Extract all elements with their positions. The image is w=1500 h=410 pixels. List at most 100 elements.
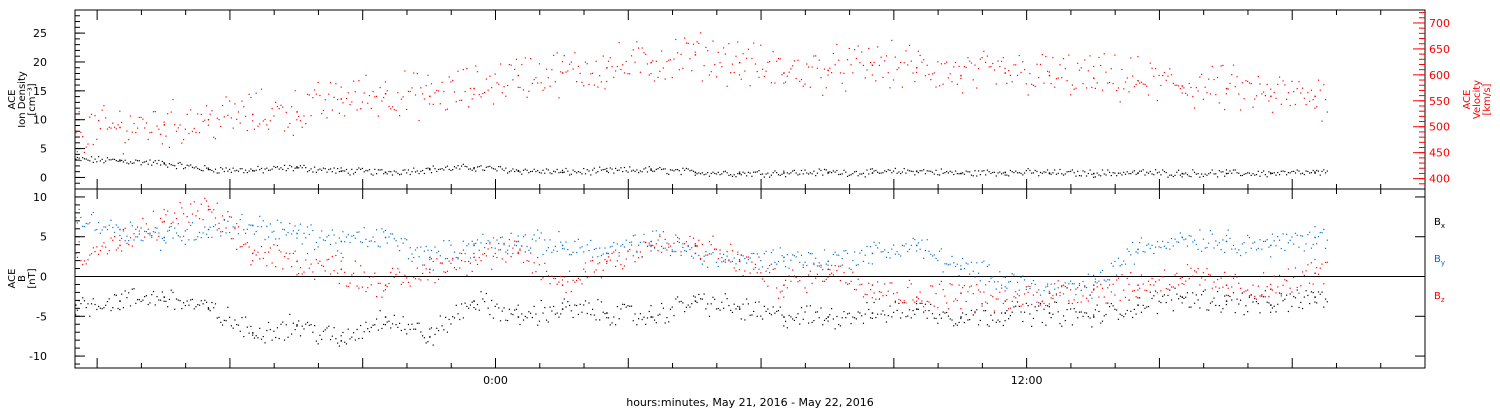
data-point: [754, 266, 757, 269]
data-point: [986, 324, 989, 326]
data-point: [1043, 302, 1045, 304]
data-point: [746, 262, 748, 264]
data-point: [694, 252, 697, 255]
data-point: [786, 75, 788, 77]
data-point: [590, 239, 592, 242]
data-point: [1153, 252, 1155, 255]
data-point: [1032, 294, 1035, 296]
data-point: [721, 261, 723, 263]
data-point: [917, 298, 919, 300]
data-point: [411, 260, 413, 262]
data-point: [197, 236, 199, 238]
data-point: [639, 170, 641, 172]
data-point: [1009, 307, 1012, 309]
data-point: [1023, 172, 1026, 174]
data-point: [1116, 309, 1118, 311]
data-point: [738, 74, 741, 76]
data-point: [1176, 241, 1178, 243]
data-point: [708, 315, 711, 317]
data-point: [854, 49, 856, 51]
data-point: [784, 266, 787, 268]
data-point: [172, 98, 174, 101]
data-point: [1206, 309, 1208, 311]
data-point: [234, 226, 236, 228]
data-point: [942, 172, 944, 174]
data-point: [211, 236, 213, 238]
data-point: [846, 175, 849, 178]
data-point: [951, 319, 953, 321]
data-point: [1048, 74, 1051, 77]
data-point: [390, 233, 392, 235]
data-point: [416, 247, 418, 249]
data-point: [1215, 304, 1217, 307]
data-point: [305, 323, 307, 325]
data-point: [915, 296, 918, 298]
data-point: [1229, 237, 1231, 240]
data-point: [749, 257, 751, 259]
data-point: [1326, 301, 1328, 303]
data-point: [457, 257, 459, 259]
data-point: [152, 161, 155, 163]
data-point: [395, 109, 397, 111]
data-point: [634, 261, 636, 263]
data-point: [861, 283, 863, 285]
data-point: [542, 89, 544, 91]
data-point: [956, 173, 958, 175]
data-point: [352, 235, 355, 237]
data-point: [1289, 293, 1291, 295]
data-point: [197, 167, 199, 170]
data-point: [659, 234, 661, 236]
data-point: [248, 332, 250, 334]
data-point: [161, 143, 163, 145]
data-point: [425, 342, 427, 344]
data-point: [129, 221, 132, 223]
data-point: [1284, 298, 1286, 300]
data-point: [306, 226, 309, 228]
data-point: [1301, 172, 1304, 174]
data-point: [1025, 302, 1027, 304]
data-point: [517, 235, 519, 237]
data-point: [351, 101, 353, 103]
data-point: [1195, 243, 1197, 246]
data-point: [777, 260, 780, 263]
data-point: [1052, 172, 1054, 174]
data-point: [485, 242, 487, 245]
data-point: [947, 77, 950, 79]
data-point: [597, 299, 599, 301]
data-point: [666, 172, 668, 175]
data-point: [744, 319, 746, 321]
data-point: [685, 42, 688, 44]
data-point: [719, 253, 721, 255]
data-point: [946, 302, 948, 304]
data-point: [453, 166, 456, 168]
axis-title-line: Ion Density: [17, 71, 28, 128]
data-point: [342, 102, 344, 104]
data-point: [1015, 291, 1017, 293]
data-point: [221, 215, 224, 217]
series-s0: [75, 156, 1328, 178]
data-point: [549, 283, 551, 285]
data-point: [947, 315, 950, 317]
data-point: [1220, 311, 1222, 313]
data-point: [1298, 292, 1300, 294]
data-point: [1124, 81, 1127, 83]
data-point: [542, 169, 544, 171]
data-point: [213, 136, 215, 138]
data-point: [1048, 173, 1050, 175]
data-point: [1266, 286, 1268, 288]
data-point: [441, 262, 443, 264]
data-point: [250, 168, 252, 170]
data-point: [269, 169, 271, 171]
data-point: [1050, 283, 1052, 285]
data-point: [283, 229, 286, 231]
data-point: [308, 169, 310, 172]
data-point: [175, 298, 178, 300]
data-point: [1149, 284, 1151, 286]
data-point: [445, 258, 447, 260]
data-point: [430, 83, 433, 85]
data-point: [783, 82, 785, 84]
data-point: [563, 276, 565, 278]
data-point: [526, 169, 528, 171]
data-point: [145, 160, 148, 162]
data-point: [1116, 274, 1118, 276]
